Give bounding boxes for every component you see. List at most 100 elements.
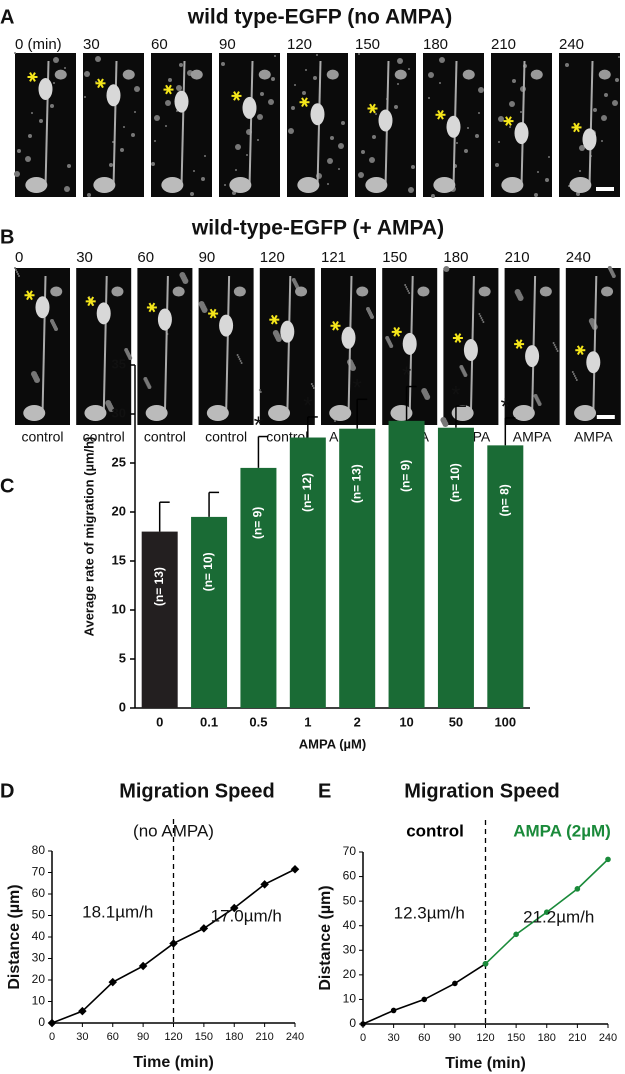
bar (437, 427, 474, 708)
speck (204, 155, 206, 157)
speck (537, 402, 542, 406)
point (513, 931, 519, 938)
y-tick-label: 20 (112, 503, 126, 518)
speck (612, 100, 618, 106)
cell-body (394, 69, 407, 80)
legend-label: control (406, 821, 464, 840)
x-tick-label: 150 (507, 1032, 525, 1044)
speck (275, 336, 282, 342)
y-tick-label: 30 (32, 951, 46, 965)
speck (545, 178, 549, 182)
asterisk-stroke (209, 308, 217, 319)
speck (53, 82, 55, 84)
speck (512, 79, 516, 83)
time-label: 121 (321, 249, 346, 266)
cell-body (463, 338, 478, 361)
y-tick-label: 60 (343, 869, 357, 883)
x-axis-label: Time (min) (133, 1054, 214, 1071)
speck (428, 72, 434, 78)
speck (168, 78, 172, 82)
cell-body (329, 405, 352, 421)
cell-body (96, 302, 111, 325)
condition-label: control (21, 429, 63, 445)
speck (553, 344, 556, 346)
n-label: (n= 10) (448, 463, 462, 502)
panel-title: wild type-EGFP (no AMPA) (187, 6, 452, 29)
speck (128, 356, 133, 360)
process (592, 275, 598, 416)
cell-body (145, 405, 168, 421)
speck (572, 373, 575, 375)
process (112, 60, 118, 188)
speck (407, 290, 410, 292)
cell-body (601, 286, 614, 297)
speck (305, 69, 307, 71)
speck (316, 54, 318, 56)
time-label: 210 (505, 249, 530, 266)
scale-bar (596, 415, 615, 419)
speck (201, 177, 205, 181)
n-label: (n= 8) (497, 484, 511, 516)
subtitle: (no AMPA) (133, 821, 214, 840)
speck (95, 56, 101, 62)
speck (201, 307, 208, 313)
point (482, 961, 489, 967)
speck (17, 273, 19, 275)
speck (120, 148, 124, 152)
speck (579, 145, 585, 151)
point (421, 996, 428, 1003)
speck (408, 68, 410, 70)
speck (182, 278, 189, 284)
significance-marker: * (501, 393, 510, 420)
x-tick-label: 180 (538, 1032, 556, 1044)
speck (330, 136, 334, 140)
asterisk-stroke (97, 78, 104, 89)
speck (498, 141, 500, 143)
speck (369, 157, 375, 163)
condition-label: control (205, 429, 247, 445)
time-label: 240 (566, 249, 591, 266)
point (452, 980, 458, 987)
speck (571, 371, 574, 373)
time-label: 0 (15, 249, 23, 266)
process (180, 60, 186, 188)
point (543, 909, 550, 915)
speck (165, 125, 167, 127)
legend-label: AMPA (2µM) (513, 821, 611, 840)
cell-body (35, 296, 50, 319)
speck (291, 106, 295, 110)
asterisk-stroke (233, 91, 240, 101)
y-tick-label: 25 (112, 454, 126, 469)
speck (39, 119, 43, 123)
x-tick-label: 90 (137, 1031, 149, 1043)
rate-annotation: 18.1µm/h (82, 902, 153, 921)
cell-body (446, 115, 461, 138)
asterisk-stroke (393, 327, 401, 337)
speck (87, 193, 91, 197)
cell-body (172, 286, 185, 297)
process (163, 275, 169, 416)
point (605, 856, 611, 863)
x-tick-label: 60 (418, 1032, 430, 1044)
speck (221, 62, 225, 66)
cell-body (280, 320, 295, 343)
speck (565, 63, 569, 67)
panel-label: C (0, 475, 14, 497)
speck (232, 191, 236, 195)
process (588, 60, 594, 188)
speck (338, 143, 344, 149)
speck (154, 115, 160, 121)
asterisk-stroke (301, 97, 308, 108)
speck (193, 170, 195, 172)
condition-label: control (144, 429, 186, 445)
speck (236, 354, 239, 356)
cell-body (378, 109, 393, 132)
speck (134, 111, 136, 113)
speck (509, 126, 511, 128)
bar (191, 516, 228, 708)
speck (294, 84, 296, 86)
speck (271, 77, 275, 81)
speck (555, 348, 558, 350)
speck (257, 114, 263, 120)
speck (240, 362, 243, 364)
